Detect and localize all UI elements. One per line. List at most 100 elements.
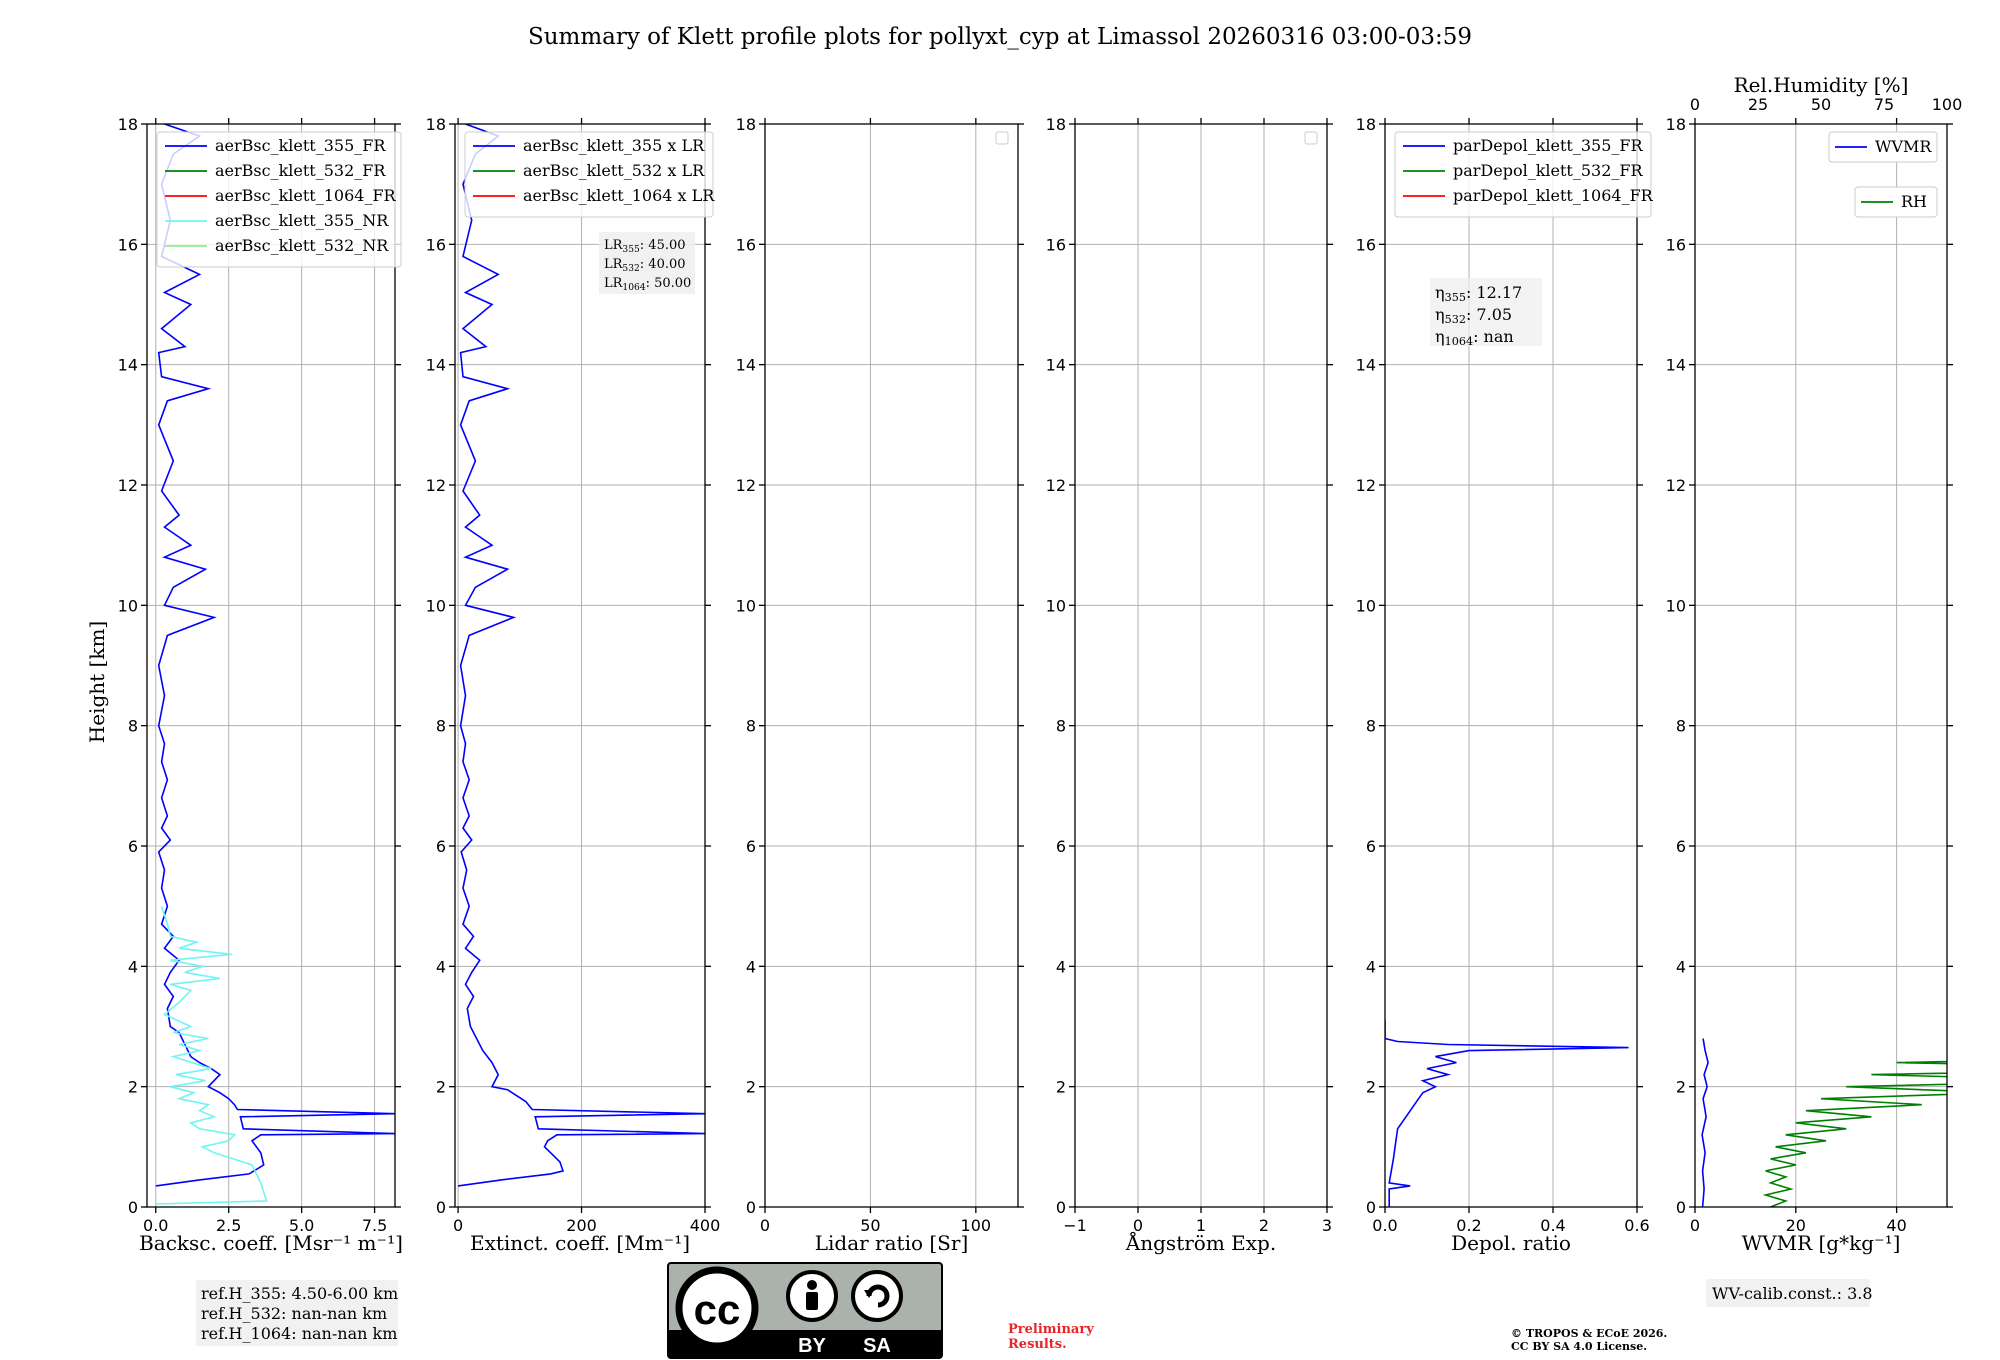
x-tick-label: 20 [1786,1216,1806,1235]
lr-1064: LR1064: 50.00 [604,276,691,293]
ref-h-355: ref.H_355: 4.50-6.00 km [201,1284,398,1303]
legend-box: aerBsc_klett_355 x LR aerBsc_klett_532 x … [464,131,715,218]
y-tick-label: 0 [1676,1198,1686,1217]
y-tick-label: 8 [128,717,138,736]
y-tick-label: 14 [426,356,446,375]
cc-circle-icon [675,1266,759,1350]
lr-532: LR532: 40.00 [604,257,686,274]
x-axis-label: Lidar ratio [Sr] [815,1231,969,1255]
legend-label: parDepol_klett_1064_FR [1453,186,1654,205]
y-tick-label: 16 [1356,235,1376,254]
y-tick-label: 4 [128,957,138,976]
y-tick-label: 4 [1056,957,1066,976]
y-tick-label: 18 [1046,115,1066,134]
y-tick-label: 8 [746,717,756,736]
legend-label: aerBsc_klett_355 x LR [523,136,705,155]
axes-frame [454,123,706,1208]
y-tick-label: 0 [1366,1198,1376,1217]
y-tick-label: 12 [1666,476,1686,495]
y-tick-label: 8 [1366,717,1376,736]
y-tick-label: 18 [426,115,446,134]
cc-by-sa-logo: cc BY SA [667,1262,943,1359]
sa-share-icon [851,1270,903,1322]
x-tick-label: 7.5 [362,1216,387,1235]
y-tick-label: 4 [436,957,446,976]
y-tick-label: 12 [118,476,138,495]
legend-frame [1854,186,1938,218]
y-tick-label: 18 [118,115,138,134]
wv-calib-text: WV-calib.const.: 3.8 [1712,1284,1873,1303]
y-tick-label: 10 [118,596,138,615]
legend-frame [156,131,402,268]
series-aerBsc_klett_355_NR [155,905,268,1205]
empty-legend-box [1304,131,1318,145]
legend-label: WVMR [1875,137,1932,156]
x-tick-label: 100 [961,1216,992,1235]
series-WVMR [1701,1038,1709,1207]
y-tick-label: 14 [118,356,138,375]
y-tick-label: 2 [1676,1078,1686,1097]
y-tick-label: 14 [736,356,756,375]
y-tick-label: 4 [746,957,756,976]
y-tick-label: 14 [1356,356,1376,375]
top-x-tick-label: 75 [1874,95,1894,114]
legend-label: parDepol_klett_355_FR [1453,136,1644,155]
axes-frame [1384,123,1638,1208]
eta-1064: η1064: nan [1435,327,1514,348]
y-tick-label: 18 [1666,115,1686,134]
empty-legend-box [995,131,1009,145]
legend-label: aerBsc_klett_355_NR [215,211,389,230]
legend-label: RH [1901,192,1927,211]
x-tick-label: 0 [453,1216,463,1235]
lr-355: LR355: 45.00 [604,238,686,255]
x-tick-label: 200 [566,1216,597,1235]
legend-label: aerBsc_klett_1064_FR [215,186,397,205]
x-tick-label: 40 [1886,1216,1906,1235]
x-tick-label: 0 [1133,1216,1143,1235]
x-axis-label: WVMR [g*kg⁻¹] [1742,1231,1901,1255]
y-tick-label: 10 [1046,596,1066,615]
y-tick-label: 4 [1366,957,1376,976]
x-axis-label: Ångström Exp. [1125,1230,1276,1255]
y-tick-label: 16 [426,235,446,254]
legend-label: aerBsc_klett_355_FR [215,136,386,155]
ref-h-1064: ref.H_1064: nan-nan km [201,1324,397,1343]
x-tick-label: 0 [1690,1216,1700,1235]
backscatter-ref-box: ref.H_355: 4.50-6.00 km ref.H_532: nan-n… [196,1280,398,1346]
y-tick-label: 6 [1676,837,1686,856]
y-tick-label: 10 [426,596,446,615]
x-tick-label: 0.2 [1456,1216,1481,1235]
cc-by-label: BY [798,1335,826,1357]
lr-annotation-box [599,232,695,294]
series-RH [1762,1049,1947,1207]
eta-355: η355: 12.17 [1435,283,1522,304]
x-tick-label: 1 [1196,1216,1206,1235]
y-tick-label: 0 [436,1198,446,1217]
legend-label: aerBsc_klett_1064 x LR [523,186,715,205]
x-tick-label: 400 [690,1216,721,1235]
x-tick-label: 3 [1322,1216,1332,1235]
preliminary-line1: Preliminary [1008,1322,1094,1337]
copyright-line1: © TROPOS & ECoE 2026. [1511,1327,1667,1340]
legend-frame [1394,131,1652,218]
top-x-axis-label: Rel.Humidity [%] [1734,73,1909,97]
series-parDepol_klett_355_FR [1385,1020,1629,1207]
y-tick-label: 6 [746,837,756,856]
ref-h-532: ref.H_532: nan-nan km [201,1304,387,1323]
legend-box: parDepol_klett_355_FR parDepol_klett_532_… [1394,131,1654,218]
legend-box: aerBsc_klett_355_FR aerBsc_klett_532_FRae… [156,131,402,268]
x-axis-label: Backsc. coeff. [Msr⁻¹ m⁻¹] [139,1231,403,1255]
y-tick-label: 16 [1666,235,1686,254]
y-tick-label: 8 [1676,717,1686,736]
y-tick-label: 18 [736,115,756,134]
x-tick-label: 2 [1259,1216,1269,1235]
legend-label: aerBsc_klett_532 x LR [523,161,705,180]
legend-frame [1828,131,1938,163]
x-tick-label: −1 [1063,1216,1087,1235]
x-tick-label: 0.4 [1540,1216,1565,1235]
axes-frame [764,123,1019,1208]
